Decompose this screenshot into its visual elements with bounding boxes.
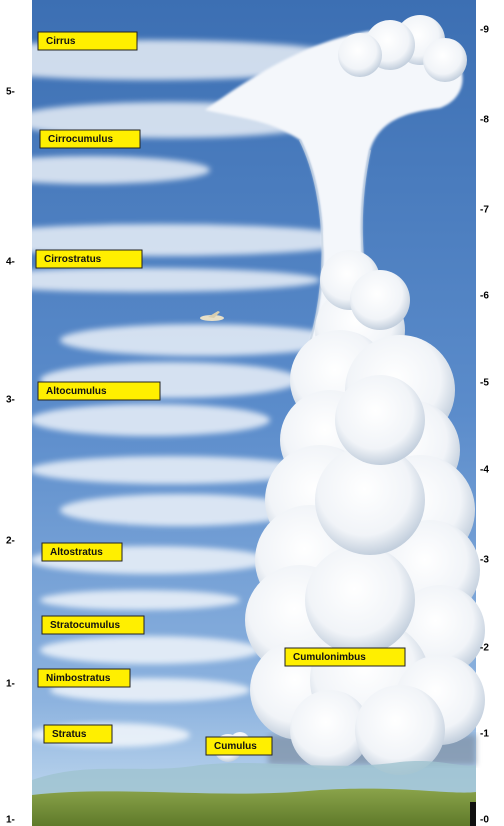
cloud-label: Nimbostratus [46, 673, 111, 684]
cloud-label: Altostratus [50, 547, 103, 558]
cloud-label: Cirrostratus [44, 254, 102, 265]
ground [32, 789, 476, 826]
cloud-label: Cirrus [46, 36, 76, 47]
left-axis-label: 4- [6, 257, 15, 268]
cloud-puff [423, 38, 467, 82]
right-axis-label: -8 [480, 115, 489, 126]
cloud-label: Altocumulus [46, 386, 107, 397]
cloud-label: Cirrocumulus [48, 134, 113, 145]
left-axis-label: 5- [6, 87, 15, 98]
right-axis-label: -1 [480, 729, 489, 740]
cloud-label: Cumulonimbus [293, 652, 366, 663]
cloud-diagram: Cirrus Cirrocumulus Cirrostratus Altocumulu… [0, 0, 504, 826]
right-axis-label: -9 [480, 25, 489, 36]
right-axis-label: -0 [480, 815, 489, 826]
cloud-streak [60, 324, 340, 356]
cloud-label: Stratocumulus [50, 620, 120, 631]
cloud-puff [335, 375, 425, 465]
cloud-streak [30, 456, 310, 484]
cloud-label: Cumulus [214, 741, 257, 752]
right-axis-label: -6 [480, 291, 489, 302]
left-axis-label: 1- [6, 815, 15, 826]
cloud-streak [60, 494, 300, 526]
left-axis-label: 2- [6, 536, 15, 547]
right-axis-label: -2 [480, 643, 489, 654]
cloud-streak [40, 590, 240, 610]
right-axis-label: -5 [480, 378, 489, 389]
right-axis-label: -4 [480, 465, 489, 476]
right-axis-label: -3 [480, 555, 489, 566]
cloud-label: Stratus [52, 729, 87, 740]
edge-mark [470, 802, 476, 826]
cloud-streak [30, 404, 270, 436]
cloud-streak [40, 636, 260, 664]
left-axis-label: 3- [6, 395, 15, 406]
cloud-puff [338, 33, 382, 77]
right-axis-label: -7 [480, 205, 489, 216]
left-axis-label: 1- [6, 679, 15, 690]
cloud-puff [350, 270, 410, 330]
cloud-puff [305, 545, 415, 655]
